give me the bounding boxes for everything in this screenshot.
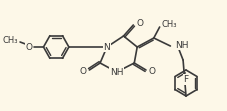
Text: N: N [104,43,110,52]
Text: O: O [26,43,33,52]
Text: NH: NH [175,41,189,50]
Text: F: F [183,75,189,84]
Text: O: O [79,66,86,75]
Text: CH₃: CH₃ [162,20,177,29]
Text: O: O [136,19,143,28]
Text: NH: NH [110,67,123,76]
Text: CH₃: CH₃ [3,36,18,45]
Text: O: O [149,66,156,75]
